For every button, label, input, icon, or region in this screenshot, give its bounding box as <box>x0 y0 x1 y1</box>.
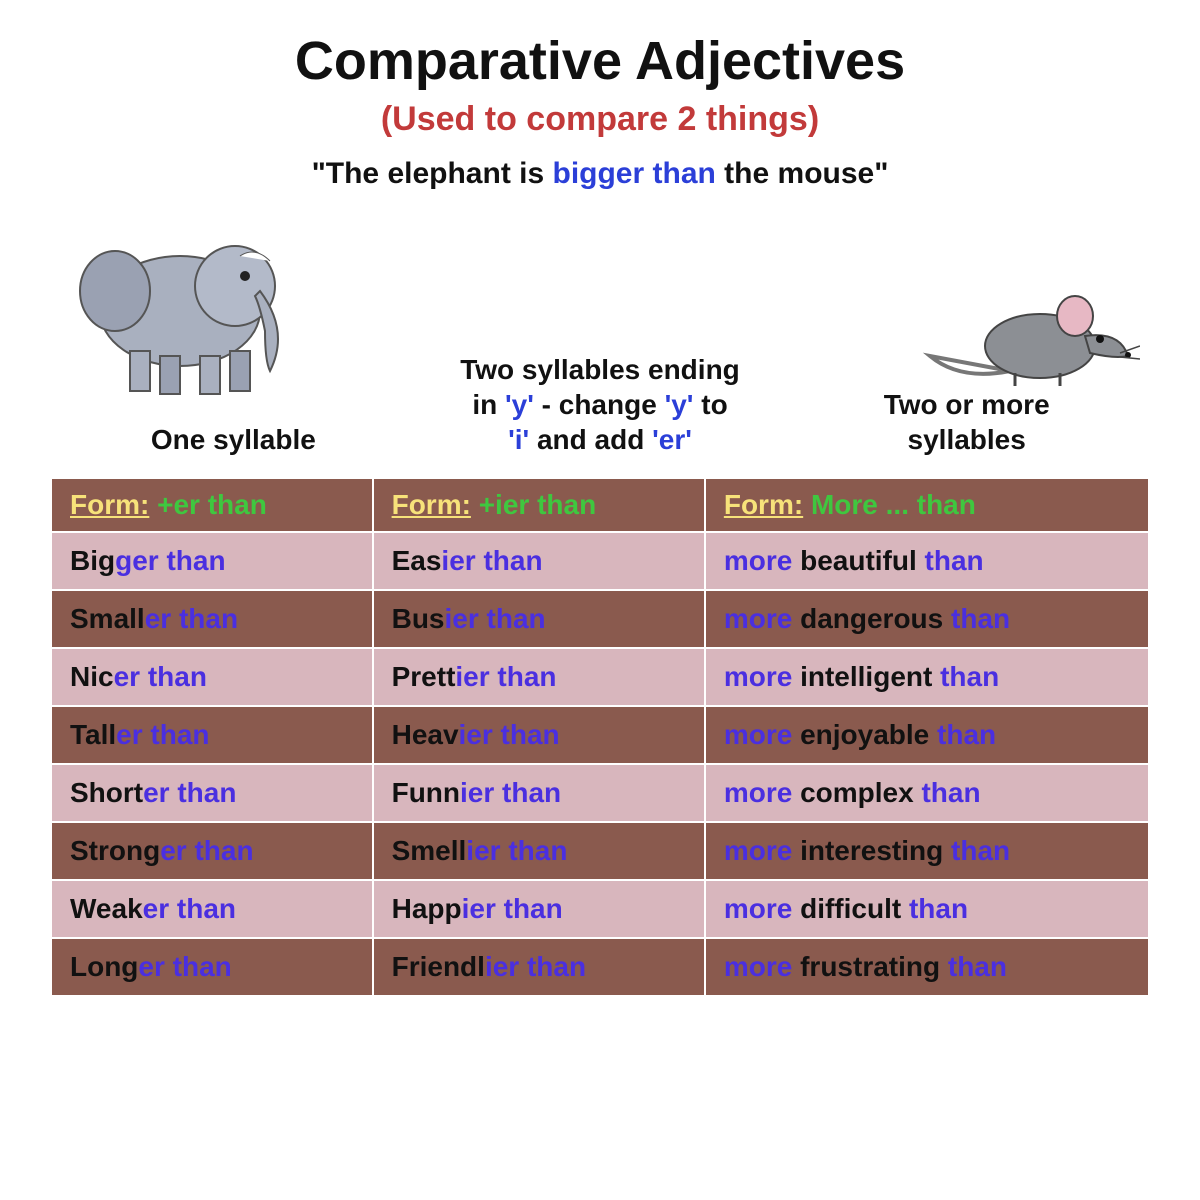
cell-col1: Weaker than <box>51 880 373 938</box>
cell-col1: Smaller than <box>51 590 373 648</box>
table-row: Smaller thanBusier thanmore dangerous th… <box>51 590 1149 648</box>
form-rule-1: +er than <box>157 489 267 520</box>
col-header-2: Two syllables endingin 'y' - change 'y' … <box>417 352 784 471</box>
form-cell-3: Form: More ... than <box>705 478 1149 532</box>
cell-col1: Taller than <box>51 706 373 764</box>
cell-col2: Smellier than <box>373 822 705 880</box>
table-row: Taller thanHeavier thanmore enjoyable th… <box>51 706 1149 764</box>
cell-col2: Busier than <box>373 590 705 648</box>
cell-col2: Prettier than <box>373 648 705 706</box>
cell-col3: more frustrating than <box>705 938 1149 996</box>
table-row: Weaker thanHappier thanmore difficult th… <box>51 880 1149 938</box>
form-cell-1: Form: +er than <box>51 478 373 532</box>
table-row: Shorter thanFunnier thanmore complex tha… <box>51 764 1149 822</box>
cell-col2: Happier than <box>373 880 705 938</box>
form-label-3: Form: <box>724 489 803 520</box>
cell-col3: more enjoyable than <box>705 706 1149 764</box>
illustration-row: One syllable Two syllables endingin 'y' … <box>50 221 1150 471</box>
form-label-1: Form: <box>70 489 149 520</box>
cell-col2: Friendlier than <box>373 938 705 996</box>
cell-col3: more difficult than <box>705 880 1149 938</box>
example-highlight: bigger than <box>553 157 716 190</box>
table-row: Bigger thanEasier thanmore beautiful tha… <box>51 532 1149 590</box>
form-rule-3: More ... than <box>811 489 976 520</box>
col-header-3: Two or moresyllables <box>783 387 1150 471</box>
cell-col3: more interesting than <box>705 822 1149 880</box>
col-header-1: One syllable <box>50 422 417 471</box>
form-label-2: Form: <box>392 489 471 520</box>
page-title: Comparative Adjectives <box>50 30 1150 92</box>
cell-col2: Heavier than <box>373 706 705 764</box>
comparative-table: Form: +er than Form: +ier than Form: Mor… <box>50 477 1150 997</box>
cell-col2: Easier than <box>373 532 705 590</box>
cell-col1: Nicer than <box>51 648 373 706</box>
form-row: Form: +er than Form: +ier than Form: Mor… <box>51 478 1149 532</box>
cell-col3: more beautiful than <box>705 532 1149 590</box>
table-row: Stronger thanSmellier thanmore interesti… <box>51 822 1149 880</box>
page-subtitle: (Used to compare 2 things) <box>50 100 1150 139</box>
cell-col2: Funnier than <box>373 764 705 822</box>
cell-col3: more dangerous than <box>705 590 1149 648</box>
cell-col1: Longer than <box>51 938 373 996</box>
example-pre: "The elephant is <box>312 157 553 190</box>
cell-col1: Bigger than <box>51 532 373 590</box>
cell-col3: more intelligent than <box>705 648 1149 706</box>
cell-col3: more complex than <box>705 764 1149 822</box>
column-headers: One syllable Two syllables endingin 'y' … <box>50 352 1150 471</box>
cell-col1: Stronger than <box>51 822 373 880</box>
cell-col1: Shorter than <box>51 764 373 822</box>
form-rule-2: +ier than <box>479 489 596 520</box>
example-post: the mouse" <box>716 157 889 190</box>
table-row: Longer thanFriendlier thanmore frustrati… <box>51 938 1149 996</box>
form-cell-2: Form: +ier than <box>373 478 705 532</box>
example-sentence: "The elephant is bigger than the mouse" <box>50 157 1150 191</box>
table-row: Nicer thanPrettier thanmore intelligent … <box>51 648 1149 706</box>
